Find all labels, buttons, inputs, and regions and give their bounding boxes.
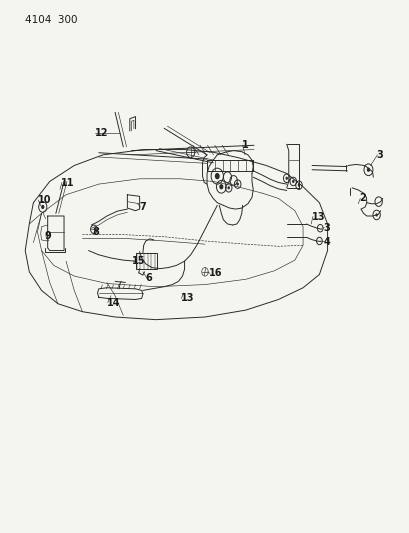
Text: 2: 2: [359, 193, 365, 204]
Circle shape: [297, 183, 299, 187]
Circle shape: [285, 176, 287, 180]
Circle shape: [291, 180, 294, 183]
Text: 1: 1: [241, 140, 248, 150]
Text: 16: 16: [209, 269, 222, 278]
Text: 4104  300: 4104 300: [25, 14, 78, 25]
Text: 13: 13: [180, 293, 193, 303]
Circle shape: [219, 184, 223, 189]
Text: 11: 11: [61, 177, 74, 188]
Circle shape: [366, 167, 369, 172]
Text: 10: 10: [37, 195, 51, 205]
Circle shape: [41, 205, 44, 209]
Circle shape: [236, 182, 238, 185]
Text: 3: 3: [376, 150, 382, 160]
Circle shape: [227, 186, 229, 189]
Text: 14: 14: [107, 297, 120, 308]
Text: 13: 13: [311, 212, 325, 222]
Text: 9: 9: [45, 231, 52, 241]
Circle shape: [375, 213, 377, 216]
Text: 8: 8: [92, 227, 99, 237]
Text: 7: 7: [139, 202, 146, 212]
Circle shape: [214, 173, 219, 179]
Text: 3: 3: [323, 223, 329, 233]
Text: 15: 15: [132, 256, 146, 266]
Text: 12: 12: [94, 127, 108, 138]
Text: 4: 4: [323, 237, 329, 247]
Text: 6: 6: [145, 273, 152, 283]
